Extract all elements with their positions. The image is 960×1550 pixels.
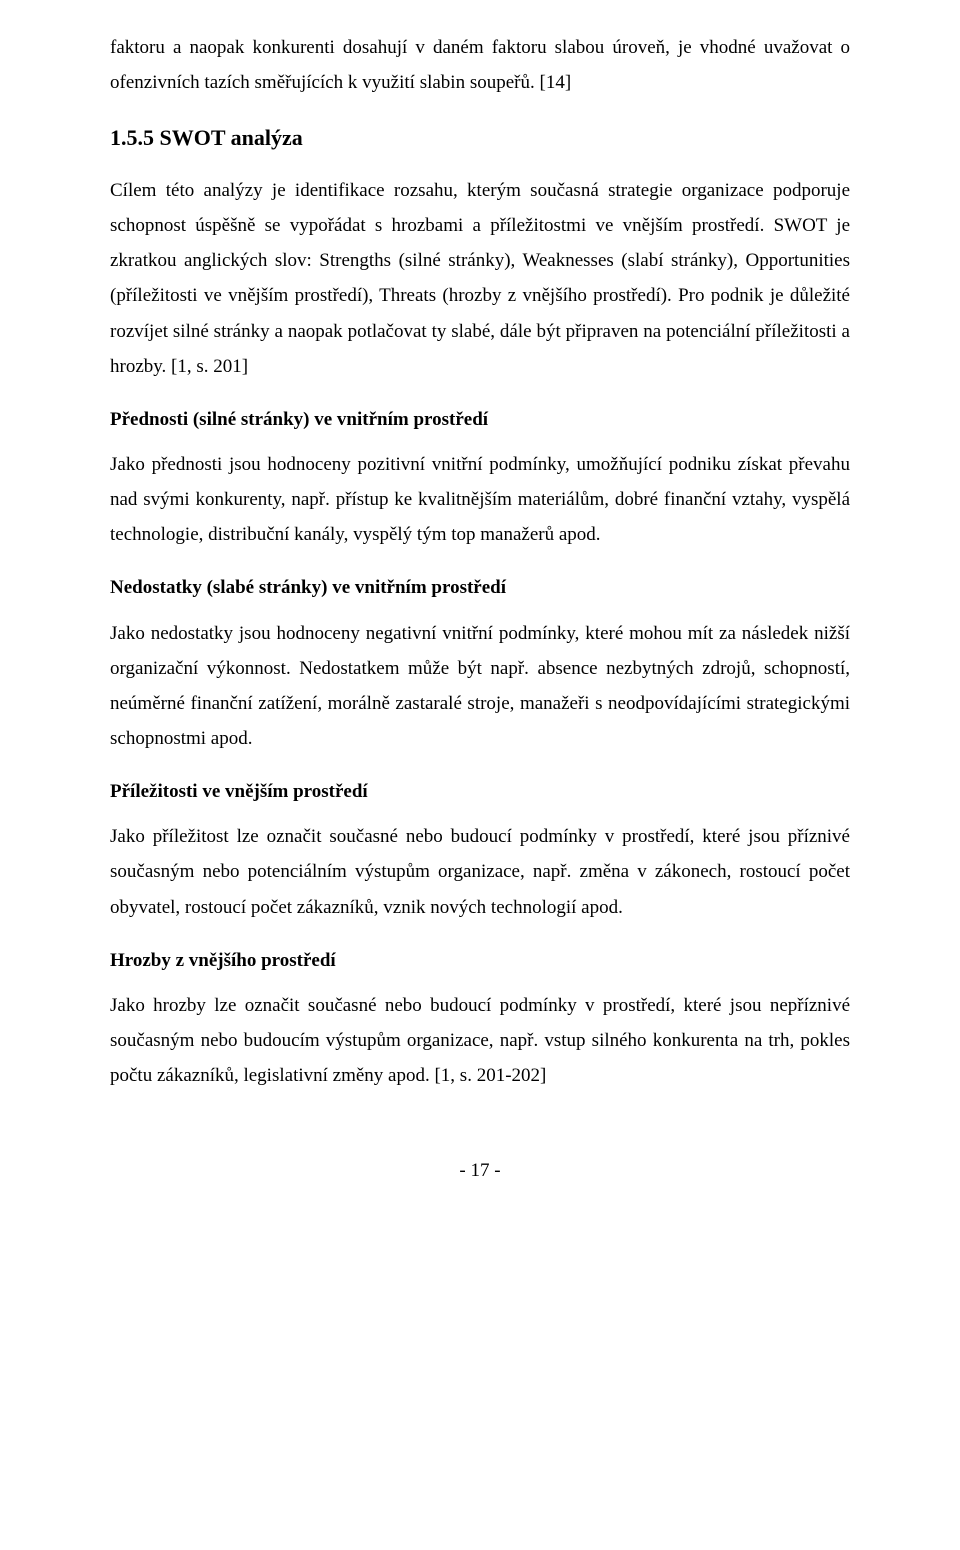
swot-paragraph-1: Cílem této analýzy je identifikace rozsa… xyxy=(110,173,850,384)
opportunities-paragraph: Jako příležitost lze označit současné ne… xyxy=(110,819,850,924)
strengths-title: Přednosti (silné stránky) ve vnitřním pr… xyxy=(110,402,850,437)
strengths-paragraph: Jako přednosti jsou hodnoceny pozitivní … xyxy=(110,447,850,552)
page-number: - 17 - xyxy=(110,1153,850,1188)
opportunities-title: Příležitosti ve vnějším prostředí xyxy=(110,774,850,809)
swot-heading: 1.5.5 SWOT analýza xyxy=(110,118,850,159)
intro-paragraph: faktoru a naopak konkurenti dosahují v d… xyxy=(110,30,850,100)
threats-title: Hrozby z vnějšího prostředí xyxy=(110,943,850,978)
weaknesses-paragraph: Jako nedostatky jsou hodnoceny negativní… xyxy=(110,616,850,757)
document-page: faktoru a naopak konkurenti dosahují v d… xyxy=(0,0,960,1550)
weaknesses-title: Nedostatky (slabé stránky) ve vnitřním p… xyxy=(110,570,850,605)
threats-paragraph: Jako hrozby lze označit současné nebo bu… xyxy=(110,988,850,1093)
